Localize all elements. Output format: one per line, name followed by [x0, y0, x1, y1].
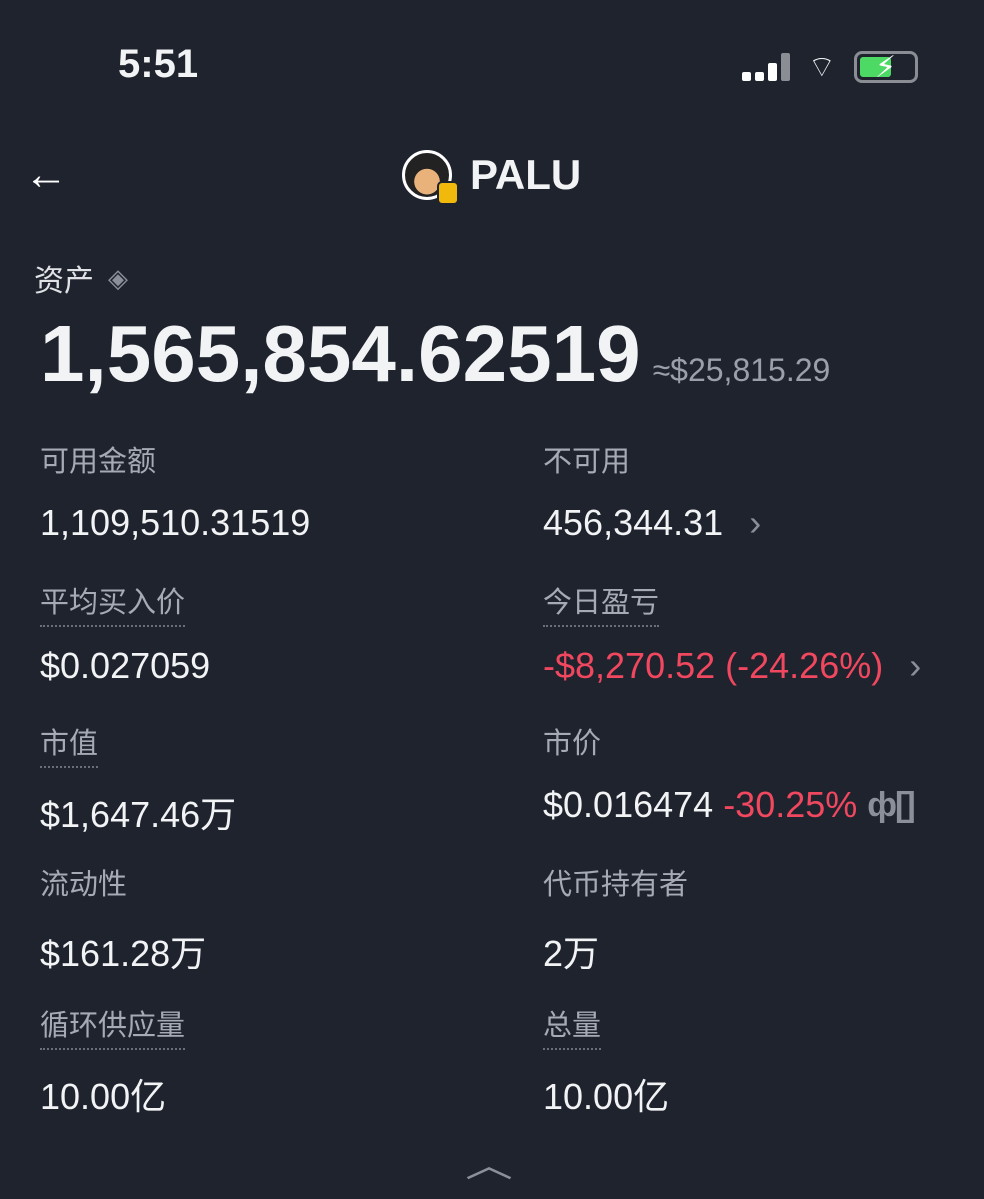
field-value: $161.28万 [40, 933, 207, 974]
token-avatar [402, 150, 459, 205]
chevron-up-icon[interactable]: ︿ [465, 1147, 513, 1185]
token-title: PALU [402, 150, 582, 205]
field-label: 不可用 [543, 446, 631, 478]
field-value: 2万 [543, 933, 600, 974]
field-label[interactable]: 市值 [40, 720, 99, 768]
chevron-right-icon[interactable]: › [909, 645, 922, 686]
wifi-icon: ⌔ [807, 51, 836, 84]
status-icons: ⌔ ⚡ [741, 48, 918, 86]
price-change: -30.25% [723, 784, 858, 825]
battery-charging-icon: ⚡ [854, 51, 918, 84]
field-value: -$8,270.52 (-24.26%) [543, 645, 884, 686]
assets-amount-row: 1,565,854.62519 ≈$25,815.29 [40, 308, 830, 400]
assets-usd: ≈$25,815.29 [652, 352, 831, 388]
field-circulating-supply: 循环供应量 10.00亿 [40, 1002, 186, 1120]
field-value: 456,344.31 [543, 502, 724, 543]
field-label: 可用金额 [40, 446, 157, 478]
field-label[interactable]: 总量 [543, 1002, 602, 1050]
field-label: 代币持有者 [543, 869, 689, 901]
field-value: 10.00亿 [543, 1076, 670, 1117]
field-label: 流动性 [40, 869, 128, 901]
assets-amount: 1,565,854.62519 [40, 309, 641, 398]
field-holders: 代币持有者 2万 [543, 861, 688, 977]
assets-label: 资产 [34, 265, 94, 298]
token-name: PALU [470, 151, 582, 198]
field-label[interactable]: 平均买入价 [40, 579, 186, 627]
candlestick-chart-icon[interactable]: ф[] [867, 785, 915, 824]
field-price: 市价 $0.016474 -30.25% ф[] [543, 720, 916, 826]
cellular-signal-icon [741, 53, 790, 81]
field-label[interactable]: 循环供应量 [40, 1002, 186, 1050]
assets-label-row: 资产 ◈ [34, 256, 128, 300]
field-label: 市价 [543, 728, 602, 760]
field-value: 1,109,510.31519 [40, 502, 311, 543]
arrow-left-icon[interactable]: ← [24, 150, 68, 199]
field-value: $1,647.46万 [40, 794, 237, 835]
field-today-pnl[interactable]: 今日盈亏 -$8,270.52 (-24.26%) › [543, 579, 921, 687]
field-value: $0.027059 [40, 645, 211, 686]
field-avg-buy-price: 平均买入价 $0.027059 [40, 579, 210, 687]
field-value: $0.016474 [543, 784, 714, 825]
field-label[interactable]: 今日盈亏 [543, 579, 660, 627]
chain-badge-icon [437, 181, 459, 205]
field-value: 10.00亿 [40, 1076, 167, 1117]
chevron-right-icon[interactable]: › [749, 502, 762, 543]
status-time: 5:51 [118, 42, 199, 86]
eye-icon[interactable]: ◈ [108, 262, 128, 293]
field-liquidity: 流动性 $161.28万 [40, 861, 206, 977]
field-unavailable[interactable]: 不可用 456,344.31 › [543, 438, 761, 544]
field-total-supply: 总量 10.00亿 [543, 1002, 669, 1120]
field-available: 可用金额 1,109,510.31519 [40, 438, 310, 544]
field-market-cap: 市值 $1,647.46万 [40, 720, 236, 838]
